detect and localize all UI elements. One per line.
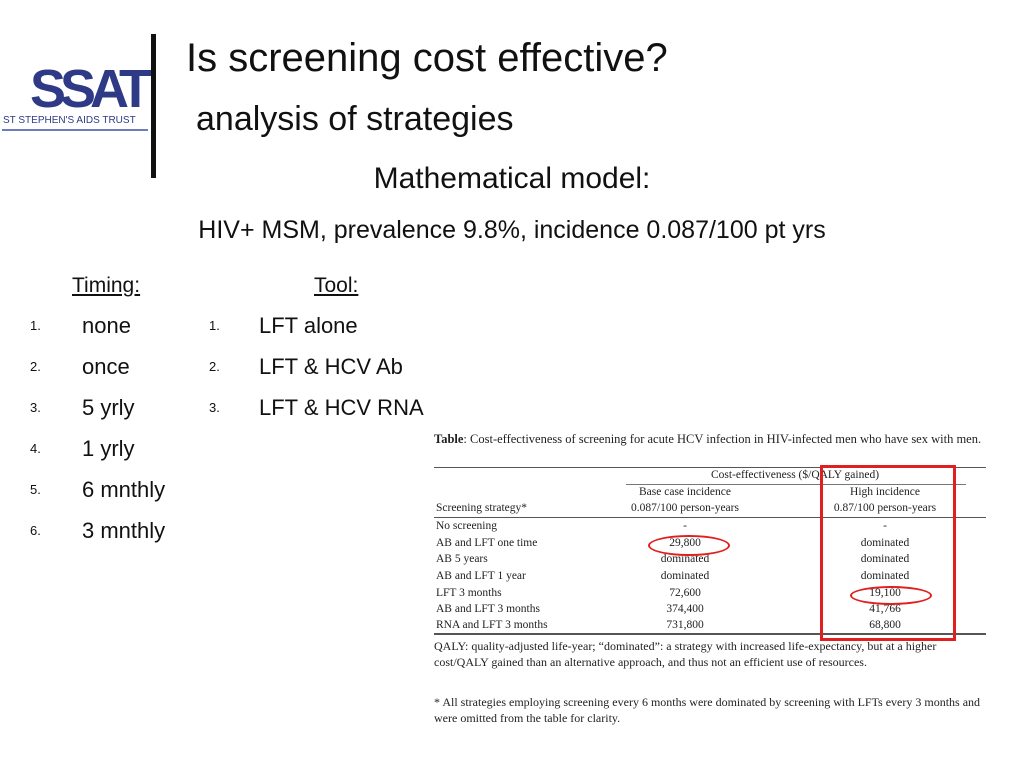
- list-text: LFT & HCV RNA: [259, 395, 424, 420]
- cost-effectiveness-table: Table: Cost-effectiveness of screening f…: [430, 432, 990, 732]
- table-cell: -: [683, 520, 687, 532]
- table-cell: AB and LFT one time: [436, 537, 538, 549]
- list-item: 3. 5 yrly: [30, 392, 210, 433]
- list-number: 5.: [30, 482, 41, 497]
- list-item: 2. LFT & HCV Ab: [209, 351, 469, 392]
- list-text: 6 mnthly: [82, 477, 166, 502]
- col-header-base-2: 0.087/100 person-years: [631, 502, 739, 514]
- tool-heading: Tool:: [314, 274, 359, 297]
- table-cell: dominated: [660, 570, 710, 582]
- list-item: 5. 6 mnthly: [30, 474, 210, 515]
- col-header-base-1: Base case incidence: [639, 486, 731, 498]
- col-header-high-2: 0.87/100 person-years: [833, 502, 937, 514]
- high-incidence-highlight-box: [820, 465, 956, 641]
- slide-subtitle: analysis of strategies: [196, 100, 514, 138]
- table-cell: 41,766: [869, 603, 901, 615]
- header-bottom-rule: [434, 517, 986, 518]
- table-cell: 374,400: [666, 603, 704, 615]
- list-number: 6.: [30, 523, 41, 538]
- tool-list: 1. LFT alone 2. LFT & HCV Ab 3. LFT & HCV R…: [209, 310, 469, 433]
- caption-text: : Cost-effectiveness of screening for ac…: [463, 432, 982, 446]
- logo-underline: [2, 129, 148, 131]
- timing-heading: Timing:: [72, 274, 141, 297]
- table-cell: LFT 3 months: [436, 587, 502, 599]
- col-header-high-1: High incidence: [850, 486, 920, 498]
- logo-tagline: ST STEPHEN'S AIDS TRUST: [3, 115, 136, 126]
- high-incidence-highlight-oval: [850, 586, 932, 605]
- table-footnote-strategies: * All strategies employing screening eve…: [434, 695, 981, 725]
- group-header: Cost-effectiveness ($/QALY gained): [710, 469, 880, 481]
- ssat-logo: SSAT ST STEPHEN'S AIDS TRUST: [0, 55, 152, 145]
- table-cell: No screening: [436, 520, 497, 532]
- list-item: 1. none: [30, 310, 210, 351]
- list-text: none: [82, 313, 131, 338]
- list-number: 1.: [30, 318, 41, 333]
- table-cell: dominated: [860, 570, 910, 582]
- table-cell: AB and LFT 1 year: [436, 570, 526, 582]
- table-cell: AB and LFT 3 months: [436, 603, 540, 615]
- list-number: 2.: [30, 359, 41, 374]
- list-text: LFT alone: [259, 313, 358, 338]
- list-item: 6. 3 mnthly: [30, 515, 210, 556]
- base-case-highlight-oval: [648, 535, 730, 556]
- list-item: 3. LFT & HCV RNA: [209, 392, 469, 433]
- table-cell: dominated: [660, 553, 710, 565]
- list-text: 1 yrly: [82, 436, 135, 461]
- table-cell: 731,800: [666, 619, 704, 631]
- list-number: 3.: [209, 400, 220, 415]
- logo-divider: [151, 34, 156, 178]
- caption-label: Table: [434, 432, 464, 446]
- timing-list: 1. none 2. once 3. 5 yrly 4. 1 yrly 5. 6 mnth…: [30, 310, 210, 556]
- list-item: 1. LFT alone: [209, 310, 469, 351]
- table-cell: 72,600: [669, 587, 701, 599]
- list-number: 4.: [30, 441, 41, 456]
- table-top-rule: [434, 467, 986, 468]
- table-cell: 68,800: [869, 619, 901, 631]
- list-item: 4. 1 yrly: [30, 433, 210, 474]
- group-header-rule: [626, 484, 966, 485]
- model-details: HIV+ MSM, prevalence 9.8%, incidence 0.0…: [198, 216, 826, 244]
- model-heading: Mathematical model:: [373, 162, 651, 195]
- table-cell: -: [883, 520, 887, 532]
- list-number: 3.: [30, 400, 41, 415]
- list-number: 2.: [209, 359, 220, 374]
- table-cell: dominated: [860, 537, 910, 549]
- list-item: 2. once: [30, 351, 210, 392]
- logo-letters: SSAT: [30, 59, 152, 119]
- table-cell: AB 5 years: [436, 553, 488, 565]
- table-footnote-qaly: QALY: quality-adjusted life-year; “domin…: [434, 639, 937, 669]
- table-cell: dominated: [860, 553, 910, 565]
- table-bottom-rule: [434, 633, 986, 635]
- list-text: once: [82, 354, 130, 379]
- table-caption: Table: Cost-effectiveness of screening f…: [434, 432, 984, 447]
- col-header-strategy: Screening strategy*: [436, 502, 528, 514]
- list-text: LFT & HCV Ab: [259, 354, 403, 379]
- list-number: 1.: [209, 318, 220, 333]
- list-text: 3 mnthly: [82, 518, 166, 543]
- table-cell: RNA and LFT 3 months: [436, 619, 548, 631]
- list-text: 5 yrly: [82, 395, 135, 420]
- slide-title: Is screening cost effective?: [186, 36, 668, 80]
